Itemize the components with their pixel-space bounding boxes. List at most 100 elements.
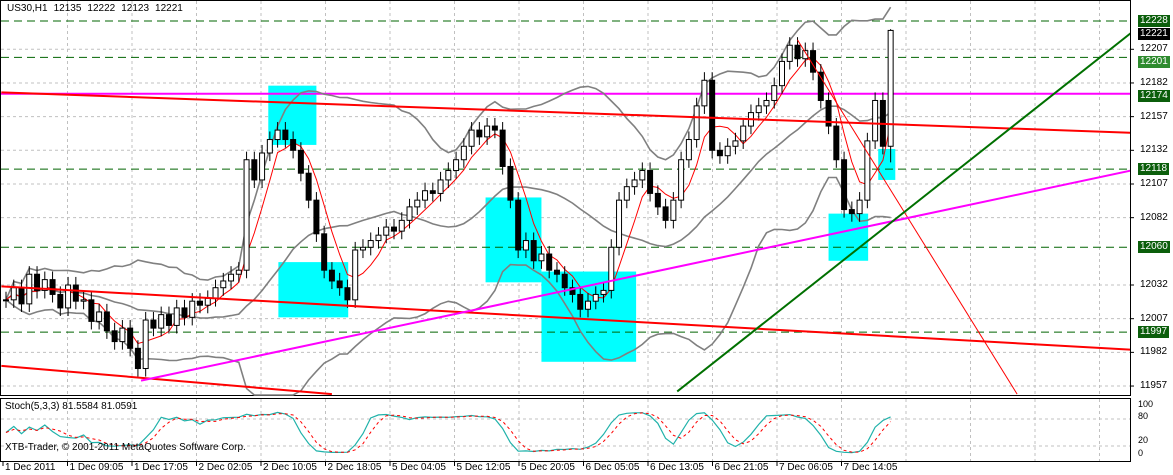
main-panel-frame bbox=[0, 0, 1131, 396]
candle-body bbox=[26, 273, 33, 305]
candle-body bbox=[491, 125, 498, 131]
candle-body bbox=[414, 199, 421, 208]
candle-body bbox=[290, 139, 297, 151]
time-axis-label: 6 Dec 21:05 bbox=[714, 462, 769, 473]
candle-body bbox=[701, 79, 708, 107]
candle-body bbox=[173, 307, 180, 326]
candle-body bbox=[127, 327, 134, 349]
highlight-rectangle bbox=[278, 262, 349, 318]
trend-line bbox=[1, 91, 1130, 134]
stoch-panel-frame bbox=[0, 398, 1131, 462]
candle-body bbox=[383, 226, 390, 236]
copyright-label: XTB-Trader, © 2001-2011 MetaQuotes Softw… bbox=[5, 442, 246, 453]
candle-body bbox=[841, 159, 848, 211]
candle-body bbox=[80, 299, 87, 302]
candle-body bbox=[49, 279, 56, 295]
candle-body bbox=[445, 170, 452, 181]
candle-body bbox=[631, 179, 638, 188]
candle-body bbox=[577, 293, 584, 310]
low-value: 12123 bbox=[121, 3, 150, 14]
candle-body bbox=[181, 307, 188, 318]
candle-body bbox=[103, 311, 110, 332]
price-tick-label: 12132 bbox=[1140, 144, 1168, 156]
candle-body bbox=[685, 139, 692, 161]
candle-body bbox=[165, 314, 172, 326]
candle-body bbox=[856, 199, 863, 215]
trend-line bbox=[676, 32, 1130, 393]
candle-body bbox=[72, 284, 79, 302]
candle-body bbox=[515, 199, 522, 251]
candle-body bbox=[825, 99, 832, 127]
candle-body bbox=[460, 145, 467, 161]
price-box-label: 12201 bbox=[1138, 56, 1170, 69]
candle-body bbox=[96, 311, 103, 322]
candle-body bbox=[484, 125, 491, 138]
candle-body bbox=[786, 44, 793, 62]
candle-body bbox=[367, 240, 374, 248]
candle-body bbox=[453, 159, 460, 172]
candle-body bbox=[507, 165, 514, 201]
candle-body bbox=[802, 50, 809, 60]
price-box-label: 12174 bbox=[1138, 89, 1170, 102]
time-axis-label: 1 Dec 17:05 bbox=[134, 462, 188, 473]
price-box-label: 12118 bbox=[1138, 163, 1170, 176]
highlight-rectangle bbox=[485, 197, 542, 283]
stoch-level-label: 0 bbox=[1138, 448, 1144, 458]
price-box-label: 12221 bbox=[1138, 28, 1170, 40]
candle-body bbox=[204, 297, 211, 306]
candle-body bbox=[375, 234, 382, 242]
candle-body bbox=[282, 129, 289, 141]
candle-body bbox=[468, 129, 475, 147]
time-axis-label: 1 Dec 2011 bbox=[5, 462, 56, 473]
candle-body bbox=[530, 240, 537, 262]
candle-body bbox=[189, 300, 196, 318]
trend-lines bbox=[1, 32, 1130, 395]
candle-body bbox=[134, 347, 141, 370]
price-tick-label: 12007 bbox=[1140, 312, 1168, 324]
price-box-label: 12228 bbox=[1138, 15, 1170, 27]
candle-body bbox=[220, 280, 227, 289]
candle-body bbox=[585, 300, 591, 310]
candle-body bbox=[41, 279, 48, 291]
candle-body bbox=[321, 233, 328, 271]
open-value: 12135 bbox=[53, 3, 82, 14]
trend-line bbox=[797, 39, 1018, 395]
price-box-label: 12060 bbox=[1138, 241, 1170, 254]
candle-body bbox=[670, 199, 677, 221]
price-tick-label: 12032 bbox=[1140, 279, 1168, 290]
time-axis-label: 6 Dec 05:05 bbox=[585, 462, 640, 473]
stoch-level-label: 20 bbox=[1138, 435, 1149, 445]
high-value: 12222 bbox=[87, 3, 116, 14]
trend-line bbox=[140, 169, 1130, 382]
candle-body bbox=[654, 192, 661, 208]
candle-body bbox=[422, 190, 429, 201]
candle-body bbox=[197, 300, 203, 306]
candle-body bbox=[724, 145, 731, 157]
candle-body bbox=[305, 172, 312, 201]
candle-body bbox=[732, 140, 739, 147]
time-axis-label: 2 Dec 18:05 bbox=[327, 462, 382, 473]
candle-body bbox=[328, 269, 335, 282]
candle-body bbox=[150, 319, 157, 329]
bollinger-lower bbox=[5, 176, 891, 396]
candle-body bbox=[359, 246, 366, 251]
candle-body bbox=[313, 199, 320, 235]
candle-body bbox=[678, 159, 685, 201]
candle-body bbox=[158, 314, 165, 329]
candle-body bbox=[398, 219, 405, 232]
candle-body bbox=[771, 85, 778, 101]
price-tick-label: 12207 bbox=[1140, 43, 1168, 55]
candle-body bbox=[639, 170, 646, 181]
time-axis-label: 5 Dec 12:05 bbox=[456, 462, 511, 473]
stoch-level-label: 80 bbox=[1138, 411, 1149, 421]
candle-body bbox=[833, 125, 840, 161]
candle-body bbox=[616, 199, 623, 248]
candle-body bbox=[546, 253, 553, 271]
candle-body bbox=[344, 287, 351, 301]
time-axis-label: 6 Dec 13:05 bbox=[650, 462, 704, 473]
candle-body bbox=[336, 280, 343, 289]
time-axis-label: 1 Dec 09:05 bbox=[69, 462, 124, 473]
candle-body bbox=[600, 289, 607, 295]
